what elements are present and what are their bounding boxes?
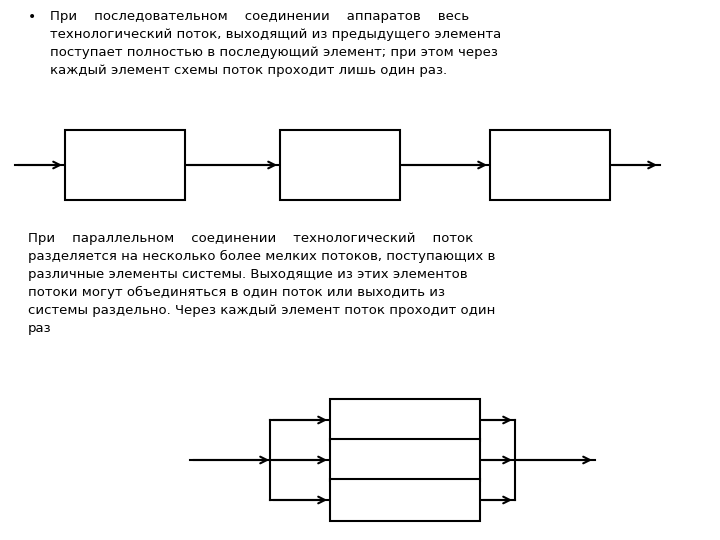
- Bar: [330, 479, 480, 521]
- Text: При    параллельном    соединении    технологический    поток
разделяется на нес: При параллельном соединении технологичес…: [28, 232, 495, 335]
- Bar: [330, 399, 480, 441]
- Bar: [330, 439, 480, 481]
- Bar: [280, 130, 400, 200]
- Bar: [490, 130, 610, 200]
- Bar: [65, 130, 185, 200]
- Text: •: •: [28, 10, 36, 24]
- Text: При    последовательном    соединении    аппаратов    весь
технологический поток: При последовательном соединении аппарато…: [50, 10, 501, 77]
